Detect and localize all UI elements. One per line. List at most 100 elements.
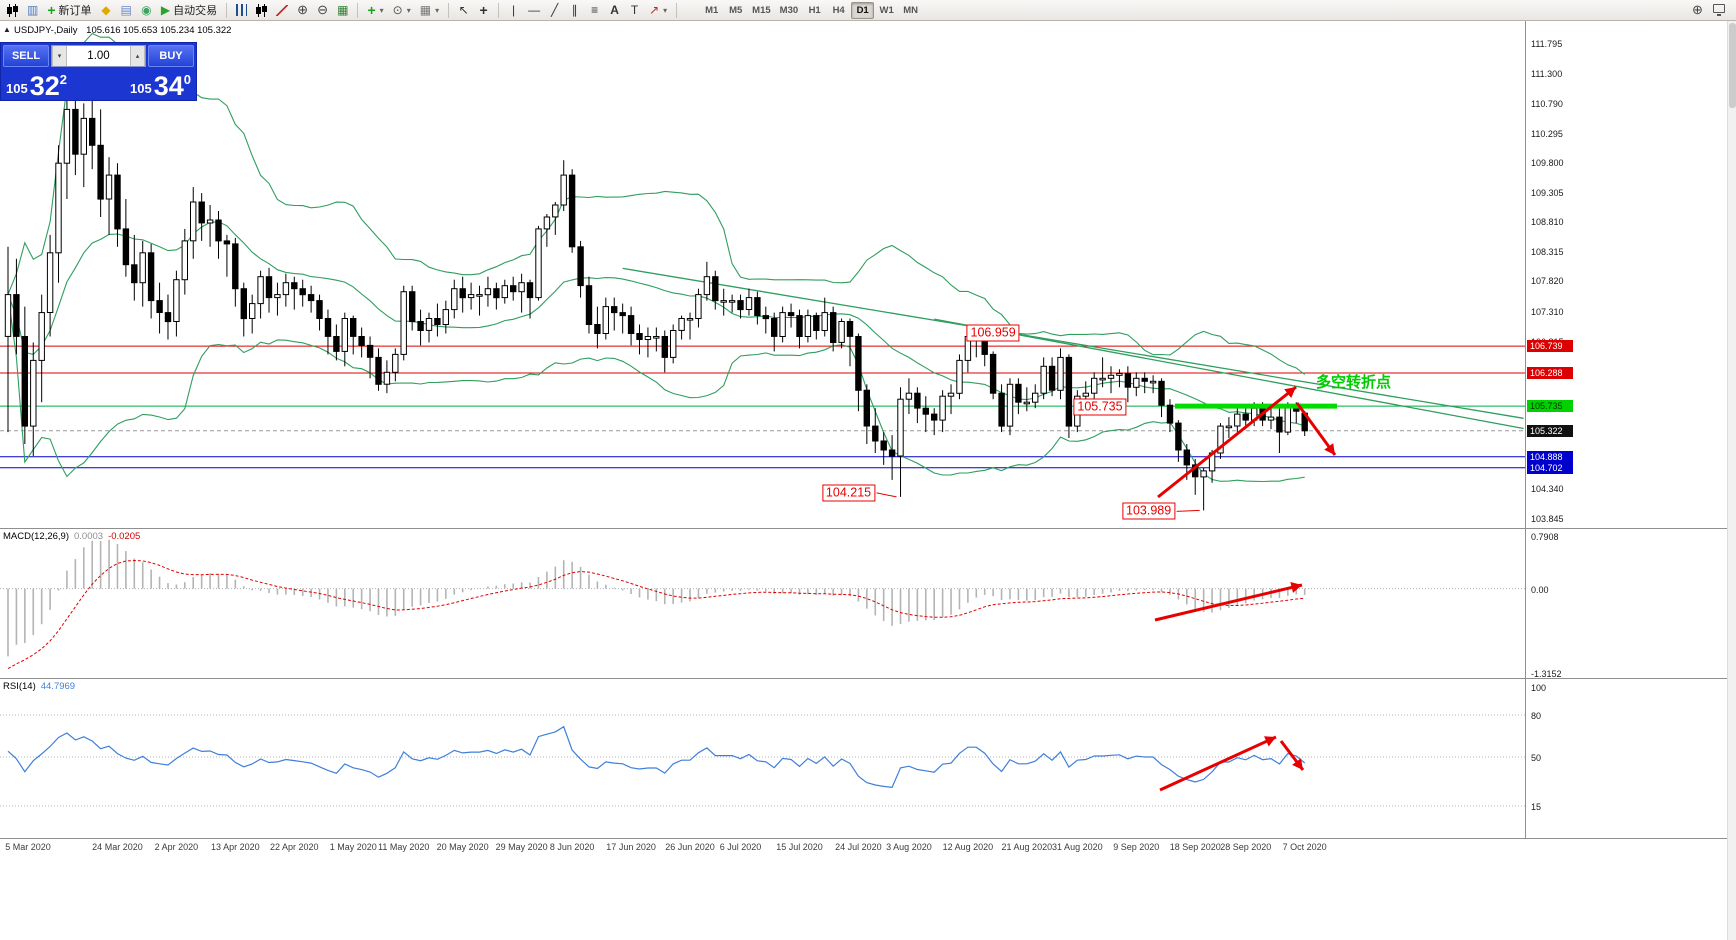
date-label: 31 Aug 2020 [1052, 842, 1103, 852]
virtual-hosting-button[interactable] [1709, 1, 1729, 19]
timeframe-m5-button[interactable]: M5 [724, 2, 747, 19]
bar-chart-button[interactable] [232, 1, 251, 19]
vertical-line-tool[interactable]: | [504, 1, 523, 19]
trendline-tool[interactable]: ╱ [545, 1, 564, 19]
candle [1048, 357, 1056, 397]
price-tick: -1.3152 [1531, 669, 1562, 679]
candle [89, 97, 96, 170]
price-callout: 104.215 [821, 484, 876, 502]
search-button[interactable]: ⊕ [1688, 1, 1707, 19]
channel-tool[interactable]: ∥ [565, 1, 584, 19]
candle [21, 306, 29, 444]
candle [173, 270, 180, 337]
candle [1217, 423, 1224, 459]
candle [737, 294, 744, 319]
candle [265, 267, 273, 313]
candle [779, 306, 786, 343]
volume-decrease-button[interactable]: ▾ [52, 46, 67, 66]
price-tick: 50 [1531, 753, 1542, 763]
sell-button[interactable]: SELL [3, 45, 49, 67]
chart-windows-button[interactable]: ▥ [23, 1, 42, 19]
line-chart-button[interactable] [272, 1, 292, 19]
signals-icon: ◉ [141, 3, 152, 17]
candle [796, 309, 803, 349]
fibonacci-icon: ≡ [591, 3, 599, 17]
main-chart-panel[interactable]: ▲ USDJPY-,Daily 105.616 105.653 105.234 … [0, 21, 1525, 528]
indicators-button[interactable]: + ▾ [363, 1, 387, 19]
candle [383, 360, 391, 394]
candle [644, 327, 652, 358]
candle [190, 187, 197, 259]
candle [585, 276, 593, 334]
candle [1057, 348, 1064, 400]
candle [122, 199, 130, 277]
periods-button[interactable]: ⊙ ▾ [389, 1, 415, 19]
date-axis[interactable]: 5 Mar 2020 24 Mar 2020 2 Apr 2020 13 Apr 20… [0, 839, 1727, 856]
vertical-scrollbar[interactable] [1727, 21, 1736, 940]
templates-button[interactable]: ▦ ▾ [416, 1, 443, 19]
candle [947, 384, 955, 415]
label-tool[interactable]: T [625, 1, 644, 19]
market-icon: ▤ [120, 3, 132, 17]
zoom-out-button[interactable]: ⊖ [313, 1, 332, 19]
volume-value[interactable]: 1.00 [87, 50, 110, 62]
timeframe-h4-button[interactable]: H4 [827, 2, 850, 19]
autotrading-label: 自动交易 [173, 5, 218, 17]
fibonacci-tool[interactable]: ≡ [585, 1, 604, 19]
text-tool[interactable]: A [605, 1, 624, 19]
toolbar: ▥ + 新订单 ◆ ▤ ◉ ▶ 自动交易 ⊕ ⊖ ▦ + ▾ ⊙ ▾ ▦ ▾ ↖ + | … [0, 0, 1736, 21]
price-axis[interactable]: 111.795 111.300 110.790 110.295 109.800 109.3… [1527, 21, 1727, 940]
timeframe-h1-button[interactable]: H1 [803, 2, 826, 19]
timeframe-m30-button[interactable]: M30 [776, 2, 802, 19]
timeframe-m1-button[interactable]: M1 [700, 2, 723, 19]
rsi-panel[interactable]: RSI(14) 44.7969 [0, 679, 1525, 838]
monitor-icon [1713, 4, 1725, 16]
candle [38, 294, 45, 403]
timeframe-mn-button[interactable]: MN [899, 2, 922, 19]
timeframe-w1-button[interactable]: W1 [875, 2, 898, 19]
scrollbar-thumb[interactable] [1729, 23, 1736, 108]
ask-price[interactable]: 105 34 0 [130, 73, 191, 100]
candle [594, 306, 601, 349]
timeframe-d1-button[interactable]: D1 [851, 1, 875, 19]
new-order-button[interactable]: + 新订单 [43, 1, 95, 19]
autotrading-button[interactable]: ▶ 自动交易 [157, 1, 221, 19]
candle [821, 297, 828, 337]
buy-button[interactable]: BUY [148, 45, 194, 67]
candle [80, 103, 87, 188]
bid-price[interactable]: 105 32 2 [6, 73, 67, 100]
chart-corner-icon: ▲ [3, 25, 11, 34]
new-chart-button[interactable] [3, 1, 22, 19]
candle [771, 312, 778, 352]
horizontal-line-tool[interactable]: — [524, 1, 544, 19]
candlestick-chart-icon [7, 3, 18, 17]
zoom-in-button[interactable]: ⊕ [293, 1, 312, 19]
macd-histogram [7, 539, 1306, 657]
metaeditor-button[interactable]: ◆ [97, 1, 116, 19]
macd-panel[interactable]: MACD(12,26,9) 0.0003 -0.0205 [0, 529, 1525, 678]
price-tick: 103.845 [1531, 513, 1564, 524]
cursor-tool-button[interactable]: ↖ [454, 1, 473, 19]
candle [1267, 405, 1275, 430]
price-callout: 105.735 [1073, 398, 1127, 416]
market-button[interactable]: ▤ [117, 1, 136, 19]
candle [1015, 378, 1022, 415]
candle [720, 288, 727, 316]
tile-windows-button[interactable]: ▦ [333, 1, 352, 19]
crosshair-tool-button[interactable]: + [474, 1, 493, 19]
macd-panel-divider[interactable] [0, 528, 1727, 529]
vertical-line-icon: | [512, 3, 516, 17]
arrows-tool[interactable]: ↗ ▾ [645, 1, 671, 19]
candle [13, 258, 20, 355]
candle [30, 342, 37, 456]
rsi-panel-divider[interactable] [0, 678, 1727, 679]
candle [316, 294, 323, 331]
candle-chart-button[interactable] [252, 1, 271, 19]
signals-button[interactable]: ◉ [137, 1, 156, 19]
ask-base: 105 [130, 81, 152, 96]
candle [459, 276, 466, 313]
candle [619, 303, 626, 334]
volume-increase-button[interactable]: ▴ [130, 46, 145, 66]
timeframe-m15-button[interactable]: M15 [748, 2, 774, 19]
